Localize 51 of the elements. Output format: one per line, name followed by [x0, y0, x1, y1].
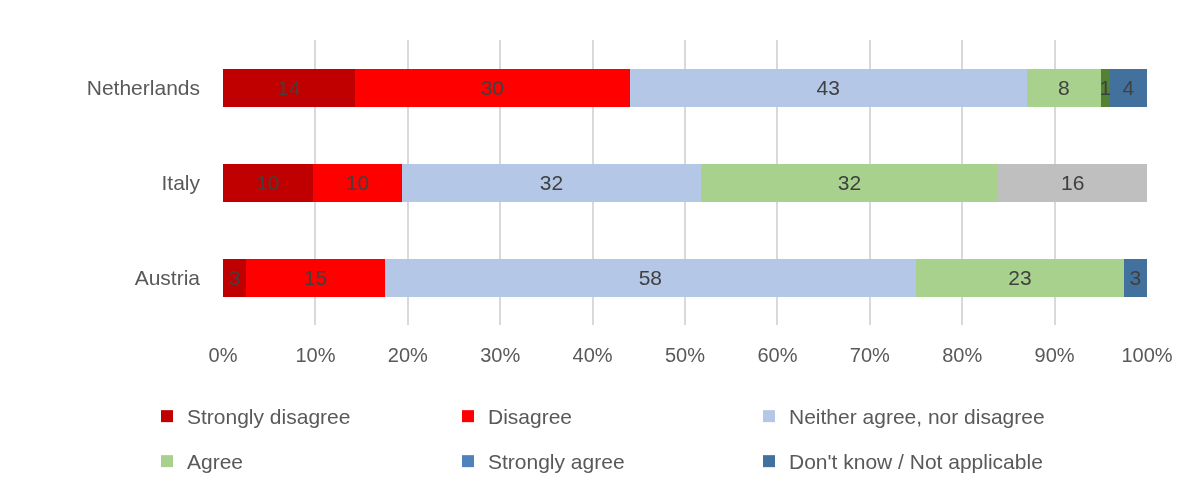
x-tick-label: 80%: [942, 344, 983, 366]
bar: [1110, 68, 1147, 107]
data-label: 58: [638, 266, 663, 289]
bar: [223, 68, 356, 107]
bar: [998, 163, 1147, 202]
x-tick-label: 20%: [387, 344, 429, 366]
x-tick-label: 30%: [480, 344, 521, 366]
bar: [916, 258, 1124, 297]
legend-label: Strongly disagree: [187, 405, 351, 429]
bar: [223, 163, 313, 202]
data-label: 8: [1058, 76, 1070, 99]
x-tick-label: 50%: [664, 344, 706, 366]
data-label: 43: [816, 76, 840, 99]
bar: [312, 163, 403, 202]
data-label: 30: [480, 76, 505, 99]
data-label: 32: [539, 171, 564, 194]
data-label: 4: [1122, 76, 1135, 99]
data-label: 14: [277, 76, 301, 99]
bar: [402, 163, 701, 202]
data-label: 16: [1060, 171, 1085, 194]
data-label: 15: [303, 266, 328, 289]
data-label: 10: [345, 171, 370, 194]
data-label: 10: [256, 171, 280, 194]
x-tick-label: 60%: [757, 344, 798, 366]
data-label: 3: [228, 266, 241, 289]
y-tick-label: Netherlands: [86, 75, 200, 99]
bar: [1123, 258, 1147, 297]
data-label: 32: [837, 171, 862, 194]
legend-label: Agree: [187, 450, 244, 474]
data-label: 3: [1129, 266, 1142, 289]
bar: [355, 68, 630, 107]
data-label: 23: [1008, 266, 1032, 289]
legend-label: Neither agree, nor disagree: [789, 405, 1045, 429]
bar: [1026, 68, 1101, 107]
bar: [629, 68, 1027, 107]
bar: [384, 258, 916, 297]
x-tick-label: 100%: [1121, 344, 1173, 366]
x-tick-label: 10%: [295, 344, 336, 366]
x-tick-label: 0%: [208, 344, 238, 366]
legend-label: Don't know / Not applicable: [789, 450, 1043, 474]
data-label: 1: [1099, 76, 1112, 99]
x-tick-label: 40%: [572, 344, 613, 366]
bar: [700, 163, 999, 202]
legend-label: Disagree: [488, 405, 573, 429]
bar: [246, 258, 385, 297]
x-tick-label: 70%: [849, 344, 891, 366]
y-tick-label: Italy: [161, 170, 201, 194]
y-tick-label: Austria: [134, 265, 201, 289]
legend-label: Strongly agree: [488, 450, 625, 474]
x-tick-label: 90%: [1034, 344, 1075, 366]
bar: [223, 258, 247, 297]
